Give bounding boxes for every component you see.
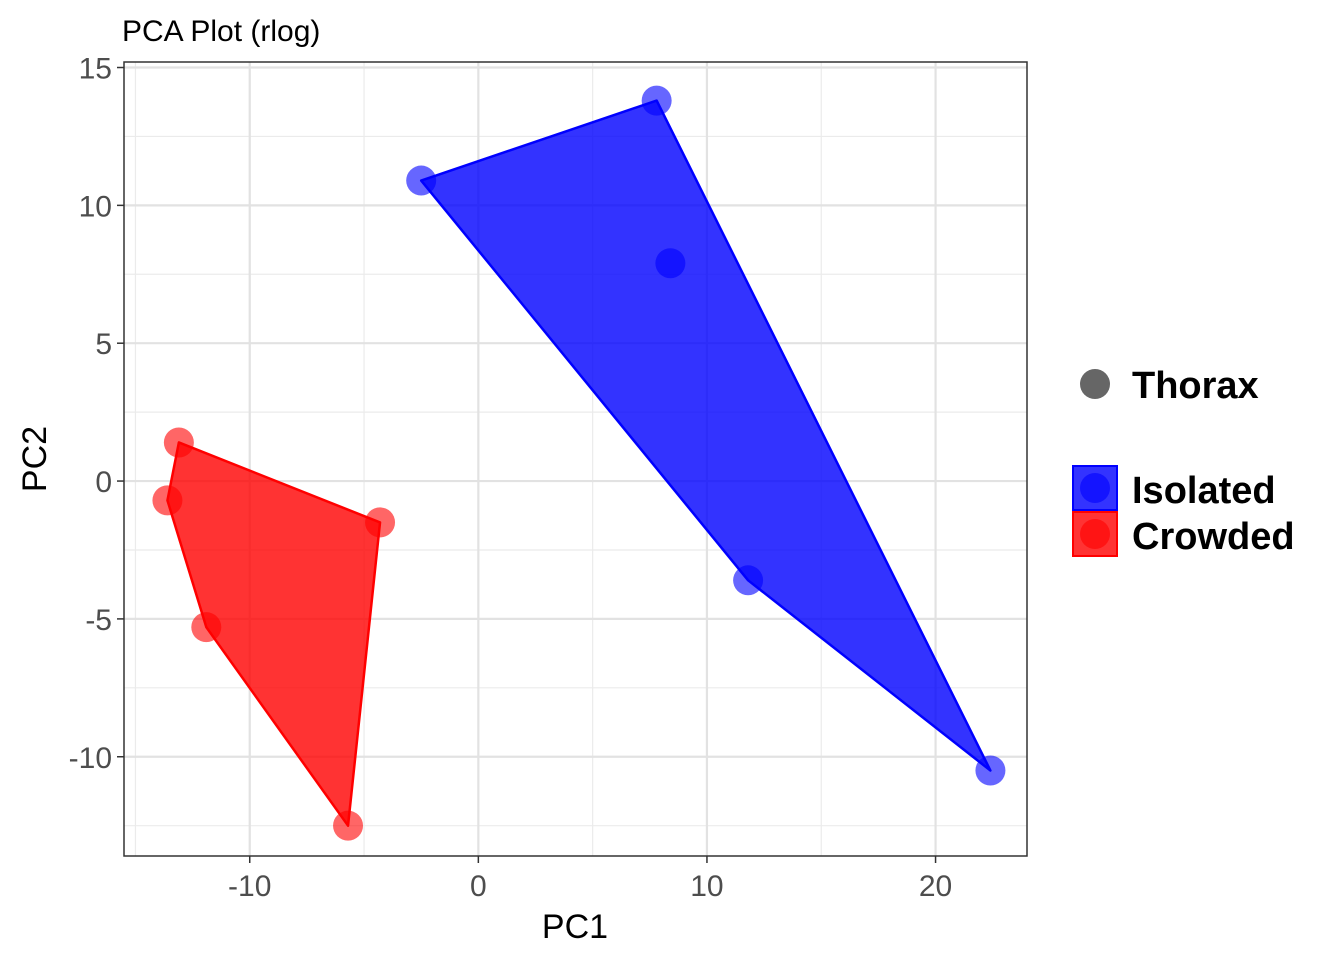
legend-isolated-marker bbox=[1080, 473, 1110, 503]
y-tick-label: 5 bbox=[95, 328, 112, 361]
data-points bbox=[152, 85, 1006, 841]
y-tick-label: 15 bbox=[79, 53, 112, 86]
crowded-point bbox=[365, 507, 396, 538]
legend-thorax-label: Thorax bbox=[1132, 365, 1259, 407]
y-tick-label: 0 bbox=[95, 466, 112, 499]
panel-border bbox=[123, 61, 1028, 857]
isolated-point bbox=[733, 565, 764, 596]
hull-polygons bbox=[166, 99, 992, 827]
legend-thorax-marker bbox=[1080, 369, 1110, 399]
crowded-point bbox=[333, 810, 364, 841]
x-axis-title: PC1 bbox=[542, 908, 608, 946]
isolated-point bbox=[406, 165, 437, 196]
crowded-point bbox=[191, 612, 222, 643]
crowded-point bbox=[163, 427, 194, 458]
x-tick-label: -10 bbox=[228, 870, 271, 903]
isolated-point bbox=[641, 85, 672, 116]
x-tick-label: 0 bbox=[470, 870, 487, 903]
y-axis-title: PC2 bbox=[16, 426, 54, 492]
isolated-point bbox=[975, 755, 1006, 786]
x-axis-ticks: -10 0 10 20 bbox=[228, 856, 952, 903]
y-axis-ticks: 15 10 5 0 -5 -10 bbox=[69, 53, 124, 775]
legend-crowded-marker bbox=[1080, 519, 1110, 549]
legend-isolated-label: Isolated bbox=[1132, 470, 1276, 512]
x-tick-label: 20 bbox=[919, 870, 952, 903]
y-tick-label: -5 bbox=[85, 604, 112, 637]
isolated-point bbox=[655, 248, 686, 279]
y-tick-label: -10 bbox=[69, 742, 112, 775]
y-tick-label: 10 bbox=[79, 190, 112, 223]
crowded-point bbox=[152, 485, 183, 516]
x-tick-label: 10 bbox=[690, 870, 723, 903]
chart-title: PCA Plot (rlog) bbox=[122, 15, 320, 48]
legend-crowded-label: Crowded bbox=[1132, 516, 1295, 558]
isolated-hull bbox=[419, 99, 992, 772]
